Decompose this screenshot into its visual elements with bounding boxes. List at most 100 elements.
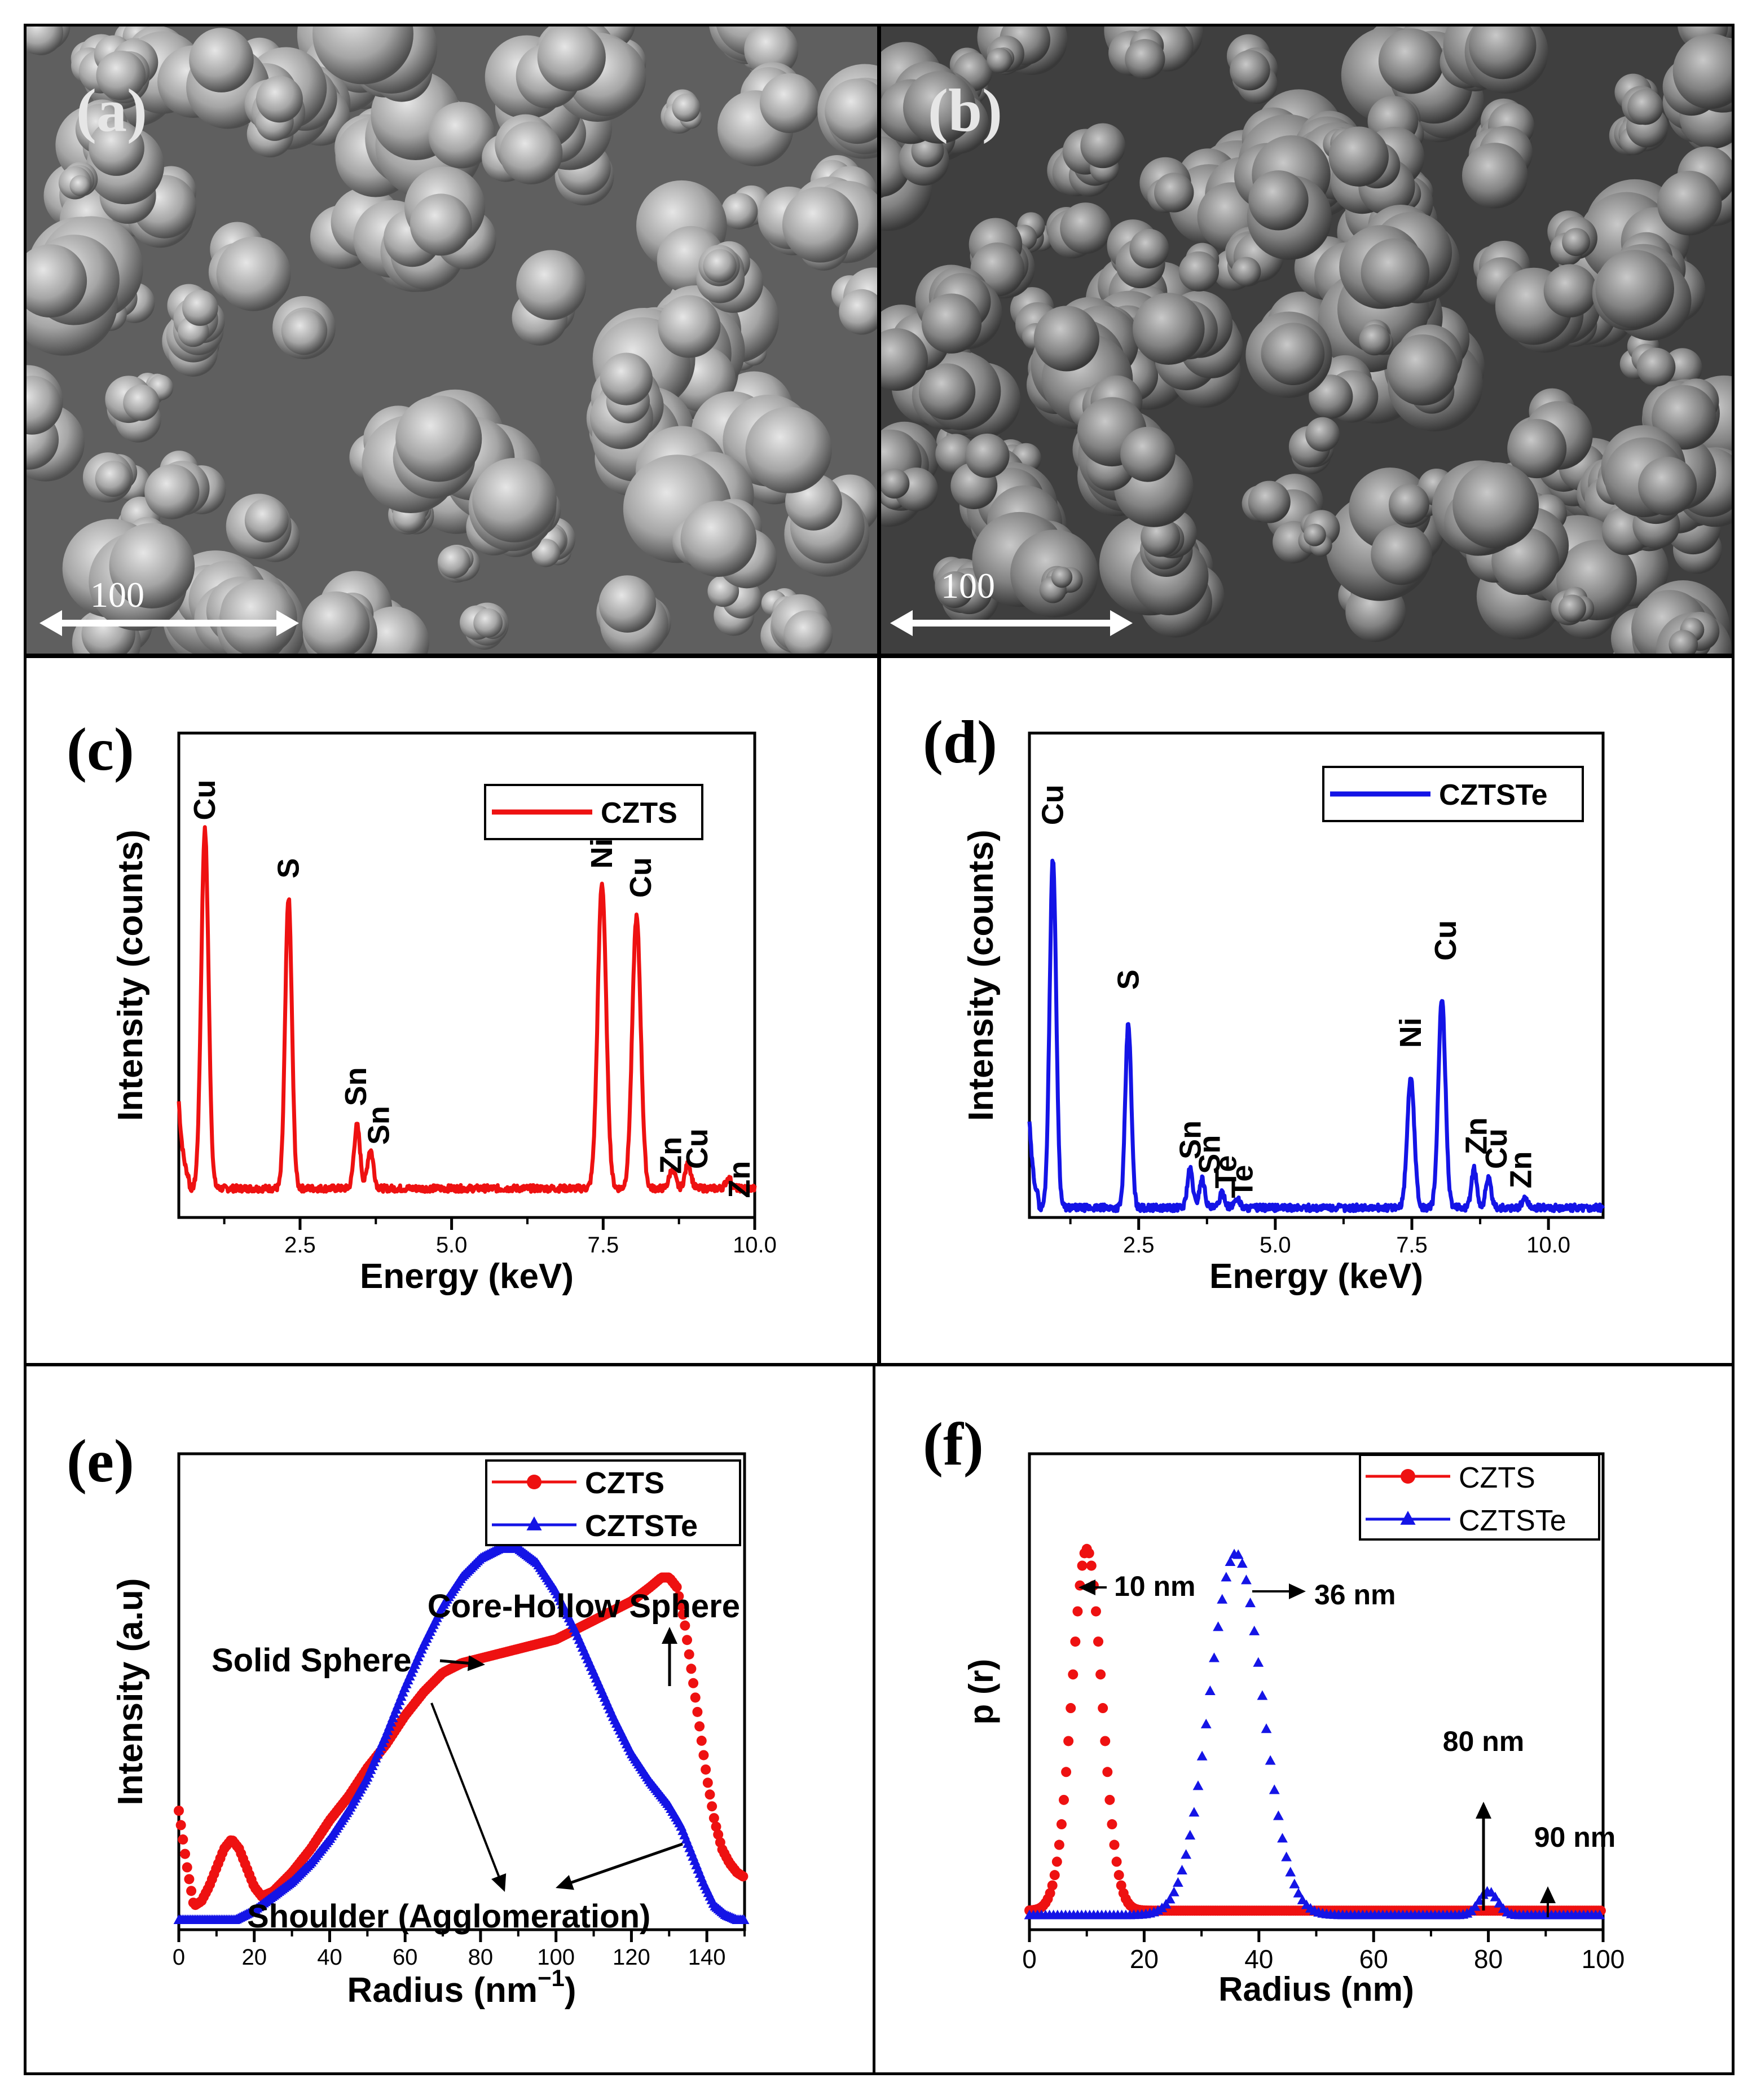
annotation-core-hollow: Core-Hollow Sphere [428,1588,740,1625]
plot-frame [177,731,756,1219]
sem-particle [1443,27,1548,94]
data-point [1236,1558,1248,1568]
data-point [1066,1703,1076,1714]
sem-particle [272,296,336,359]
x-tick-label: 0 [173,1945,185,1970]
arrow-head [491,1873,507,1892]
data-point [1261,1723,1272,1733]
data-point [1172,1877,1183,1887]
sem-particle [512,250,587,346]
series-CZTSTe [1024,1548,1605,1920]
x-tick-label: 100 [1582,1944,1625,1974]
peak-label: Cu [1036,784,1070,825]
sem-particle [1108,29,1165,80]
sem-particle [1298,510,1340,557]
x-tick-label: 10.0 [1526,1233,1570,1258]
data-point [1253,1657,1264,1667]
peak-label: Sn [1174,1120,1208,1159]
x-axis-title-sup: −1 [538,1965,565,1991]
data-point [1068,1669,1079,1680]
sem-particle [915,264,1002,354]
data-point [1473,1895,1485,1905]
x-tick-label: 5.0 [1260,1233,1291,1258]
data-point [1200,1718,1212,1728]
data-point [705,1789,715,1800]
legend-label: CZTSTe [1439,779,1548,811]
data-point [677,1609,688,1620]
data-point [1462,1908,1473,1918]
data-point [1400,1511,1416,1525]
data-point [1469,1901,1481,1911]
sem-particle [27,365,85,482]
data-point [1401,1469,1415,1484]
y-axis-title: Intensity (a.u) [111,1578,150,1805]
sem-particle [1234,135,1332,260]
data-point [1095,1669,1106,1680]
peak-label: Zn [654,1137,688,1174]
sem-texture-b [881,27,1732,654]
arrow-head [1540,1886,1556,1903]
peak-label: Sn [362,1106,396,1145]
data-point [686,1664,697,1674]
legend: CZTS CZTSTe [1359,1454,1600,1541]
x-tick-label: 7.5 [588,1233,619,1258]
sem-particle [707,575,762,636]
legend-label: CZTS [585,1466,664,1500]
sem-particle [58,162,98,200]
sem-particle [1547,210,1597,266]
sem-particle [1662,33,1732,149]
data-point [738,1871,749,1882]
x-tick-label: 60 [393,1945,418,1970]
sem-particle [383,166,496,270]
sem-particle [362,395,482,514]
panel-frame-c [24,655,880,1366]
sem-particle [1614,73,1663,125]
data-point [1285,1867,1296,1877]
data-point [696,1735,707,1746]
sem-particle [709,27,799,77]
data-point [1093,1636,1104,1647]
sem-particle [167,284,225,347]
scale-label-b: 100 [941,566,995,606]
data-point [738,1914,750,1924]
x-tick-label: 140 [688,1945,726,1970]
data-point [708,1813,719,1824]
x-tick-label: 100 [537,1945,575,1970]
data-point [698,1750,709,1761]
sem-particle [1139,157,1194,213]
data-point [1297,1894,1308,1904]
data-point [1249,1625,1260,1635]
data-point [1116,1880,1126,1891]
sem-particle [717,62,820,166]
sem-particle [881,305,949,391]
arrow-head [467,1655,485,1671]
spectrum-line-CZTSTe [1027,858,1605,1214]
sem-particle [589,352,664,449]
data-point [1113,1870,1124,1881]
peak-label: Cu [188,780,222,820]
arrow-head [1476,1802,1491,1819]
data-point [1490,1891,1501,1902]
peak-label: Cu [680,1128,714,1169]
sem-particle [62,519,195,631]
panel-label-d: (d) [923,709,997,776]
y-axis-title: Intensity (counts) [962,830,1001,1121]
sem-particle [596,575,671,654]
series-CZTS [174,1572,749,1911]
sem-particle [1507,388,1593,479]
y-axis-title: Intensity (counts) [111,830,150,1121]
sem-particle [1592,244,1692,341]
data-point [1181,1849,1192,1859]
sem-particle [1432,460,1539,556]
data-point [1056,1819,1067,1830]
data-point [1257,1690,1268,1700]
x-tick-label: 0 [1022,1944,1037,1974]
x-tick-label: 80 [1474,1944,1503,1974]
data-point [1192,1780,1204,1790]
scale-bar-b [890,610,1133,636]
data-point [1072,1606,1083,1617]
data-point [1047,1880,1058,1891]
sem-particle [1339,205,1460,309]
sem-particle [1359,319,1394,356]
